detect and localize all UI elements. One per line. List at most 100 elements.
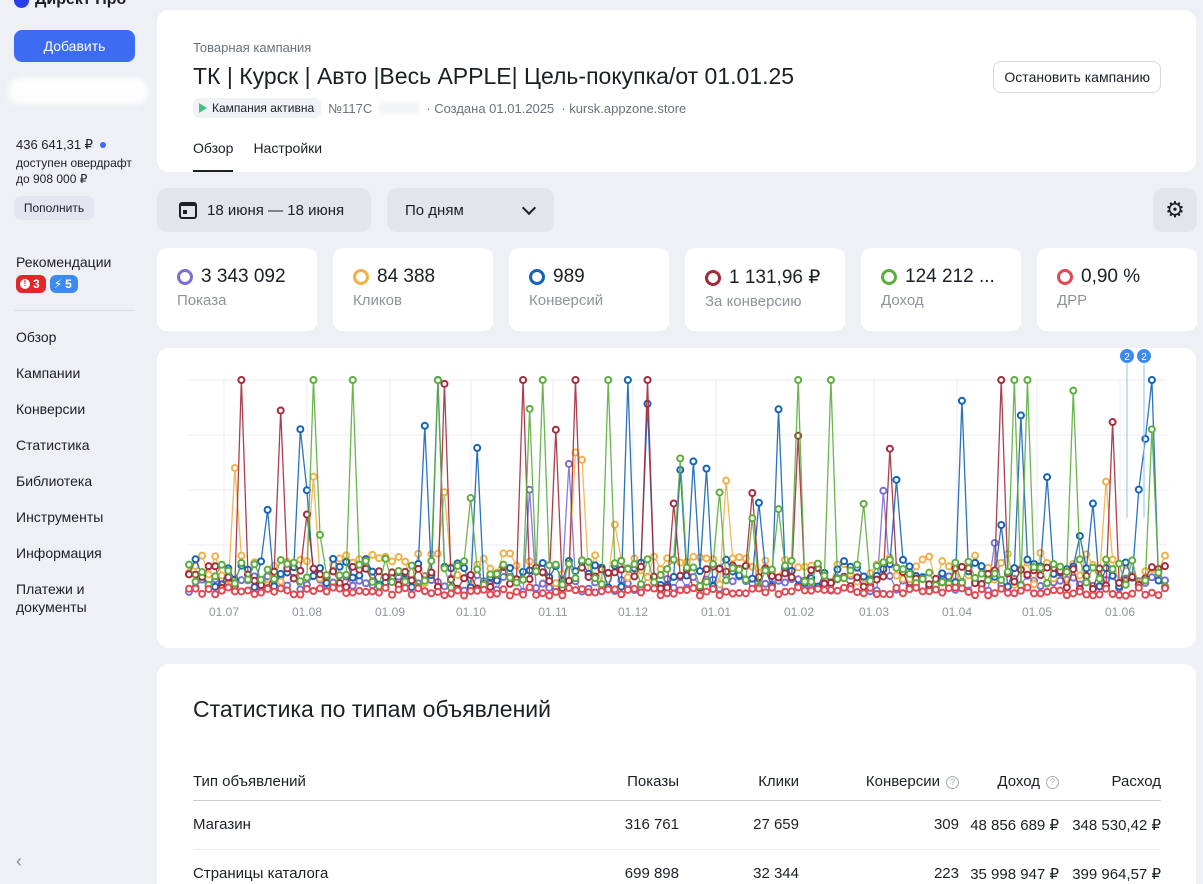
date-range-picker[interactable]: 18 июня — 18 июня (157, 188, 371, 232)
sidebar-item-payments[interactable]: Платежи и документы (16, 581, 87, 615)
data-point (414, 584, 423, 593)
campaign-number[interactable]: №117С (328, 100, 373, 116)
data-point (361, 556, 370, 565)
data-point (925, 552, 934, 561)
data-point (335, 562, 344, 571)
campaign-site[interactable]: · kursk.appzone.store (561, 100, 687, 116)
column-header[interactable]: Расход (1111, 773, 1161, 791)
data-point (715, 591, 724, 600)
table-row[interactable]: Магазин 316 761 27 659 309 48 856 689 ₽ … (193, 800, 1161, 849)
data-point (283, 559, 292, 568)
data-point (964, 588, 973, 597)
data-point (898, 589, 907, 598)
tab-overview[interactable]: Обзор (193, 140, 234, 172)
table-row[interactable]: Страницы каталога 699 898 32 344 223 35 … (193, 849, 1161, 884)
sidebar-item-statistics[interactable]: Статистика (16, 437, 90, 453)
data-point (1062, 583, 1071, 592)
data-point (230, 579, 239, 588)
data-point (302, 486, 311, 495)
table-cell: Страницы каталога (193, 865, 329, 882)
data-point (1082, 590, 1091, 599)
data-point (722, 476, 731, 485)
data-point (342, 589, 351, 598)
data-point (525, 404, 534, 413)
data-point (348, 562, 357, 571)
data-point (774, 505, 783, 514)
x-tick-label: 01.10 (456, 605, 486, 619)
data-point (263, 584, 272, 593)
tab-settings[interactable]: Настройки (253, 140, 323, 156)
status-badge[interactable]: Кампания активна (193, 98, 322, 118)
data-point (787, 556, 796, 565)
data-point (1069, 565, 1078, 574)
column-header[interactable]: Клики (758, 773, 799, 791)
data-point (1141, 434, 1150, 443)
data-point (925, 587, 934, 596)
stats-chart[interactable]: 01.07 01.08 01.09 01.10 01.11 01.12 01.01 01.02… (157, 348, 1196, 648)
direct-logo-icon (14, 0, 29, 8)
column-header[interactable]: Показы (627, 773, 679, 791)
sidebar-item-info[interactable]: Информация (16, 545, 102, 561)
data-point (551, 560, 560, 569)
data-point (512, 587, 521, 596)
metric-clicks[interactable]: 84 388 Кликов (333, 248, 493, 331)
data-point (754, 573, 763, 582)
metric-cost-per-conversion[interactable]: 1 131,96 ₽ За конверсию (685, 248, 845, 331)
data-point (761, 588, 770, 597)
chart-plot[interactable]: 01.07 01.08 01.09 01.10 01.11 01.12 01.01 01.02… (157, 348, 1196, 648)
data-point (525, 485, 534, 494)
data-point (957, 396, 966, 405)
data-point (440, 591, 449, 600)
column-header[interactable]: Тип объявлений (193, 773, 306, 791)
collapse-sidebar-icon[interactable]: ‹ (16, 851, 22, 871)
help-icon[interactable]: ? (946, 776, 959, 790)
data-point (695, 553, 704, 562)
metric-impressions[interactable]: 3 343 092 Показа (157, 248, 317, 331)
data-point (735, 553, 744, 562)
sidebar-item-tools[interactable]: Инструменты (16, 509, 104, 525)
data-point (781, 569, 790, 578)
column-header[interactable]: Конверсии? (799, 764, 959, 800)
data-point (820, 571, 829, 580)
add-button[interactable]: Добавить (14, 30, 135, 62)
x-tick-label: 01.11 (538, 605, 567, 619)
sidebar-item-library[interactable]: Библиотека (16, 473, 93, 489)
data-point (898, 565, 907, 574)
data-point (302, 573, 311, 582)
metric-revenue[interactable]: 124 212 ... Доход (861, 248, 1021, 331)
data-point (388, 578, 397, 587)
data-point (807, 566, 816, 575)
metric-label: ДРР (1057, 292, 1088, 309)
metric-conversions[interactable]: 989 Конверсий (509, 248, 669, 331)
help-icon[interactable]: ? (1046, 776, 1059, 790)
data-point (374, 554, 383, 563)
data-point (676, 454, 685, 463)
lightning-badge[interactable]: ⚡ 5 (49, 275, 78, 293)
brand-logo[interactable]: Директ Про (14, 0, 126, 10)
grouping-select[interactable]: По дням (387, 188, 554, 232)
data-point (617, 590, 626, 599)
data-point (826, 578, 835, 587)
series-toggle-icon (529, 269, 545, 285)
sidebar-item-conversions[interactable]: Конверсии (16, 401, 86, 417)
data-point (1141, 590, 1150, 599)
data-point (728, 564, 737, 573)
recommendations-title[interactable]: Рекомендации (16, 254, 112, 270)
column-header[interactable]: Доход? (959, 764, 1059, 800)
data-point (695, 567, 704, 576)
metric-drr[interactable]: 0,90 % ДРР (1037, 248, 1197, 331)
data-point (898, 555, 907, 564)
sidebar-item-campaigns[interactable]: Кампании (16, 365, 81, 381)
data-point (401, 557, 410, 566)
x-tick-label: 01.03 (859, 605, 889, 619)
x-tick-label: 01.09 (375, 605, 405, 619)
alert-badge[interactable]: ! 3 (16, 275, 46, 293)
sidebar-item-overview[interactable]: Обзор (16, 329, 57, 345)
settings-button[interactable]: ⚙ (1153, 188, 1197, 232)
data-point (486, 582, 495, 591)
data-point (505, 591, 514, 600)
account-name-redacted[interactable] (8, 78, 148, 104)
data-point (807, 577, 816, 586)
topup-button[interactable]: Пополнить (14, 196, 94, 220)
stop-campaign-button[interactable]: Остановить кампанию (993, 61, 1161, 93)
